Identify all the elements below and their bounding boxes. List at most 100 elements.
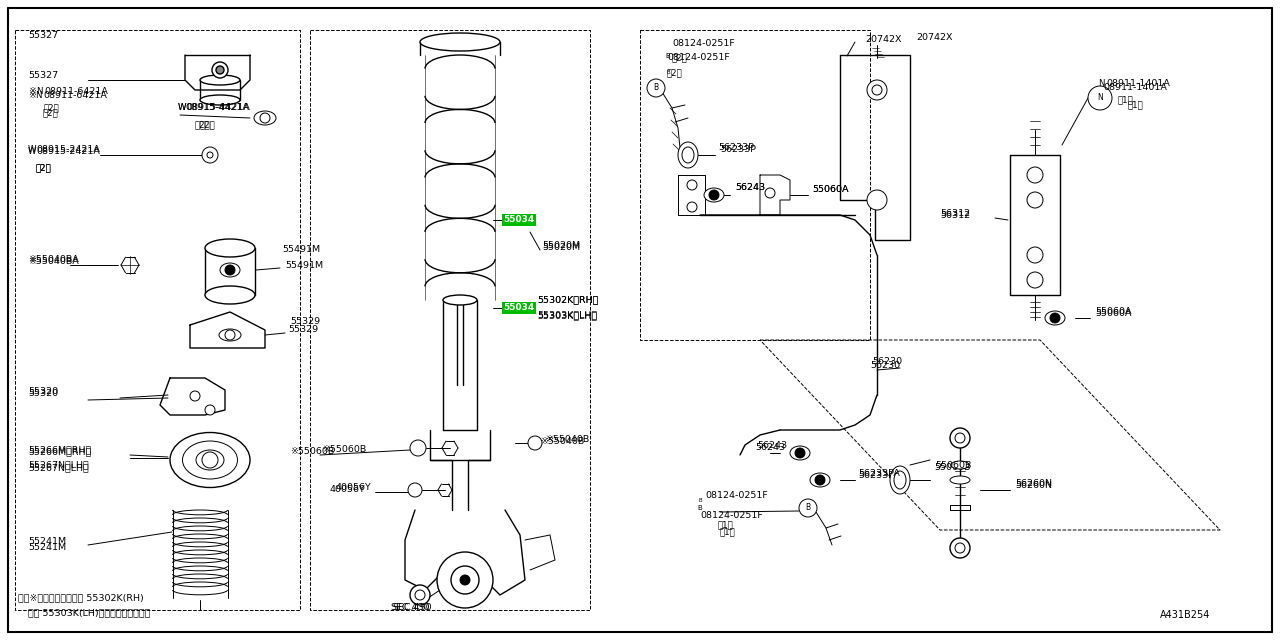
- Ellipse shape: [790, 446, 810, 460]
- Circle shape: [1050, 313, 1060, 323]
- Circle shape: [867, 80, 887, 100]
- Text: 08911-1401A: 08911-1401A: [1103, 83, 1167, 93]
- Text: 56230: 56230: [870, 360, 900, 369]
- Ellipse shape: [950, 476, 970, 484]
- Text: 55327: 55327: [28, 70, 58, 79]
- Circle shape: [529, 436, 541, 450]
- Circle shape: [451, 566, 479, 594]
- Text: ※55060B: ※55060B: [291, 447, 334, 456]
- Circle shape: [795, 448, 805, 458]
- Text: W: W: [28, 147, 37, 157]
- Text: B: B: [698, 497, 701, 502]
- Text: B: B: [698, 505, 703, 511]
- Circle shape: [1027, 192, 1043, 208]
- Ellipse shape: [682, 147, 694, 163]
- Text: 55034: 55034: [503, 216, 534, 225]
- Text: 55302K（RH）: 55302K（RH）: [538, 296, 598, 305]
- Text: 55266M（RH）: 55266M（RH）: [28, 447, 91, 456]
- Ellipse shape: [810, 473, 829, 487]
- Text: 55020M: 55020M: [541, 241, 580, 250]
- Ellipse shape: [420, 33, 500, 51]
- Text: 08124-0251F: 08124-0251F: [672, 38, 735, 47]
- Text: （2）: （2）: [667, 68, 682, 77]
- Circle shape: [955, 543, 965, 553]
- Text: W: W: [178, 104, 187, 113]
- Text: 55303K（LH）: 55303K（LH）: [538, 310, 598, 319]
- Text: 20742X: 20742X: [865, 35, 901, 45]
- Text: 08911-1401A: 08911-1401A: [1106, 79, 1170, 88]
- Text: 40056Y: 40056Y: [330, 486, 366, 495]
- Circle shape: [202, 452, 218, 468]
- Text: 55060A: 55060A: [1094, 308, 1132, 317]
- Text: B: B: [666, 70, 669, 74]
- Text: 55020M: 55020M: [541, 243, 580, 253]
- Text: 55034: 55034: [503, 303, 534, 312]
- Circle shape: [202, 147, 218, 163]
- Text: 55060B: 55060B: [934, 463, 970, 472]
- Circle shape: [408, 483, 422, 497]
- Circle shape: [225, 265, 236, 275]
- Circle shape: [815, 475, 826, 485]
- Text: ※55060B: ※55060B: [323, 445, 366, 454]
- Text: 55060B: 55060B: [934, 461, 972, 470]
- Text: 08124-0251F: 08124-0251F: [700, 511, 763, 520]
- Text: 55320: 55320: [28, 387, 58, 397]
- Text: 08124-0251F: 08124-0251F: [705, 490, 768, 499]
- Text: 55329: 55329: [291, 317, 320, 326]
- Circle shape: [955, 433, 965, 443]
- Text: ※55040BA: ※55040BA: [28, 255, 79, 264]
- Text: 55267N（LH）: 55267N（LH）: [28, 461, 88, 470]
- Text: 40056Y: 40056Y: [335, 483, 371, 493]
- Text: SEC.430: SEC.430: [392, 602, 431, 611]
- Text: （1）: （1）: [719, 527, 736, 536]
- Text: 08911-6421A: 08911-6421A: [44, 90, 106, 99]
- Text: 及び 55303K(LH)の構成を示します。: 及び 55303K(LH)の構成を示します。: [28, 609, 150, 618]
- Text: 08915-4421A: 08915-4421A: [186, 104, 250, 113]
- Text: 56230: 56230: [872, 358, 902, 367]
- Text: B: B: [653, 83, 659, 93]
- Circle shape: [872, 85, 882, 95]
- Text: （2）: （2）: [44, 104, 60, 113]
- Circle shape: [687, 202, 698, 212]
- Ellipse shape: [170, 433, 250, 488]
- Ellipse shape: [200, 75, 241, 85]
- Text: 56233PA: 56233PA: [858, 468, 900, 477]
- Text: ※55040B: ※55040B: [545, 435, 589, 445]
- Text: W: W: [28, 145, 37, 154]
- Text: 55303K（LH）: 55303K（LH）: [538, 312, 598, 321]
- Ellipse shape: [1044, 311, 1065, 325]
- Text: 55302K（RH）: 55302K（RH）: [538, 296, 598, 305]
- Circle shape: [410, 440, 426, 456]
- Text: 08911-6421A: 08911-6421A: [44, 88, 108, 97]
- Text: 56233P: 56233P: [718, 143, 754, 152]
- Ellipse shape: [200, 95, 241, 105]
- Text: ※55040BA: ※55040BA: [28, 257, 79, 266]
- Text: （1）: （1）: [1117, 95, 1134, 104]
- Circle shape: [765, 188, 774, 198]
- Ellipse shape: [183, 441, 238, 479]
- Circle shape: [216, 66, 224, 74]
- Text: N: N: [36, 88, 42, 97]
- Text: （2）: （2）: [36, 163, 51, 173]
- Text: 55329: 55329: [288, 326, 319, 335]
- Text: （2）: （2）: [672, 54, 687, 63]
- Circle shape: [436, 552, 493, 608]
- Ellipse shape: [443, 295, 477, 305]
- Text: 08124-0251F: 08124-0251F: [667, 54, 730, 63]
- Circle shape: [1027, 247, 1043, 263]
- Circle shape: [460, 575, 470, 585]
- Circle shape: [260, 113, 270, 123]
- Ellipse shape: [951, 461, 969, 469]
- Text: ※55040B: ※55040B: [540, 438, 584, 447]
- Text: 08915-2421A: 08915-2421A: [36, 147, 100, 157]
- Ellipse shape: [704, 188, 724, 202]
- Text: 55060A: 55060A: [1094, 307, 1132, 317]
- Text: 20742X: 20742X: [916, 33, 952, 42]
- Circle shape: [225, 330, 236, 340]
- Text: 08915-4421A: 08915-4421A: [186, 104, 248, 113]
- Circle shape: [709, 190, 719, 200]
- Text: 56260N: 56260N: [1015, 479, 1052, 488]
- Ellipse shape: [219, 329, 241, 341]
- Text: （1）: （1）: [718, 520, 733, 529]
- Text: 56243: 56243: [755, 442, 785, 451]
